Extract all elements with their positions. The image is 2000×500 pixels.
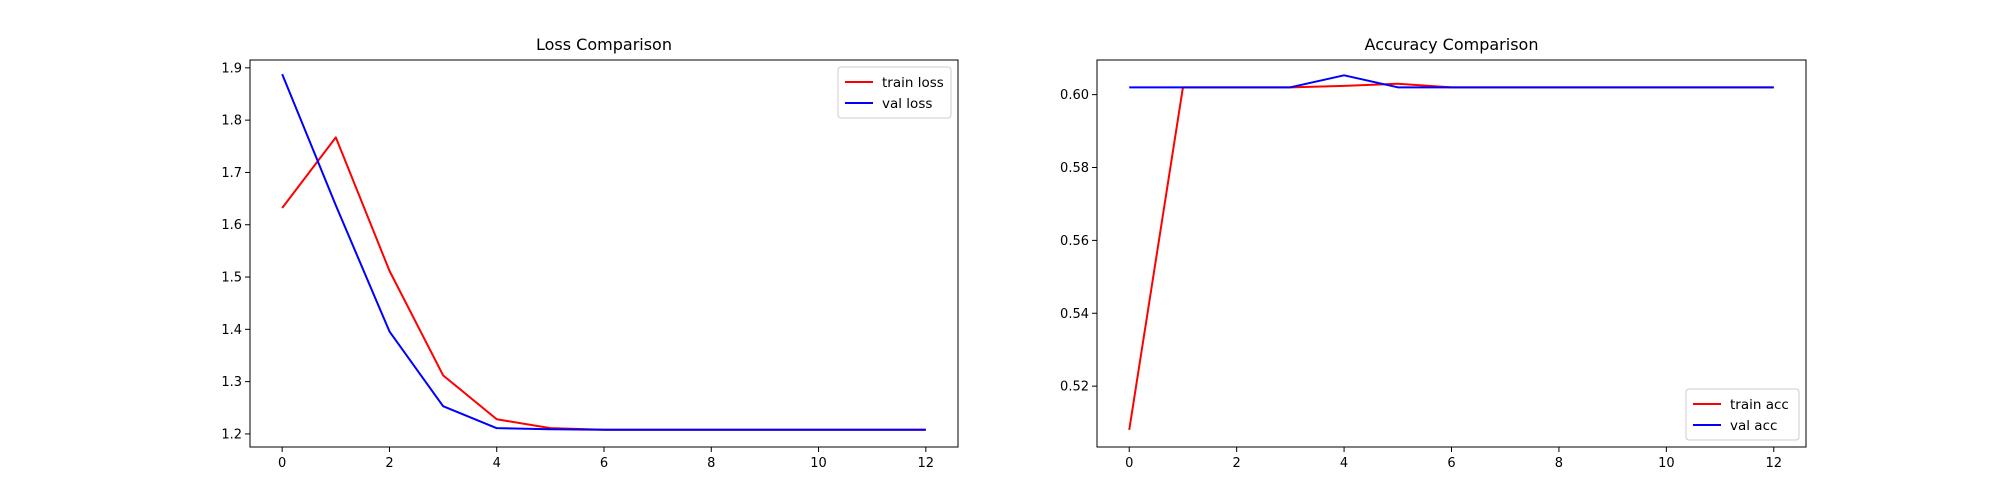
- x-tick-label: 2: [385, 456, 393, 471]
- accuracy-comparison-chart: Accuracy Comparison 0 2 4 6 8 10 12 0.52 0.54 0.56…: [1060, 35, 1807, 471]
- legend: train loss val loss: [837, 66, 952, 119]
- y-tick-label: 1.8: [221, 114, 242, 129]
- train-acc-line: [1128, 82, 1774, 431]
- x-tick-label: 0: [278, 456, 286, 471]
- x-tick-label: 8: [707, 456, 715, 471]
- legend-box: [1685, 388, 1800, 441]
- y-tick-label: 0.56: [1060, 234, 1089, 249]
- x-tick-label: 4: [493, 456, 501, 471]
- x-tick-label: 4: [1340, 456, 1348, 471]
- legend-label-train-loss: train loss: [882, 75, 944, 91]
- x-tick-label: 2: [1233, 456, 1241, 471]
- plot-area-frame: [249, 59, 959, 448]
- train-loss-line: [281, 136, 926, 431]
- legend-label-train-acc: train acc: [1730, 397, 1789, 413]
- y-tick-label: 0.52: [1060, 380, 1089, 395]
- loss-comparison-chart: Loss Comparison 0 2 4 6 8 10 12 1.2 1.3 1.4 1.5 1.6 1…: [221, 35, 959, 471]
- x-tick-label: 8: [1555, 456, 1563, 471]
- chart-title: Accuracy Comparison: [1365, 35, 1539, 54]
- y-tick-label: 1.4: [221, 323, 242, 338]
- x-tick-label: 12: [918, 456, 935, 471]
- plot-area-frame: [1096, 59, 1807, 448]
- y-tick-label: 1.5: [221, 271, 242, 286]
- chart-title: Loss Comparison: [536, 35, 672, 54]
- legend-label-val-acc: val acc: [1730, 418, 1777, 434]
- x-tick-label: 6: [1447, 456, 1455, 471]
- legend: train acc val acc: [1685, 388, 1800, 441]
- x-tick-label: 10: [810, 456, 827, 471]
- x-tick-label: 10: [1658, 456, 1675, 471]
- val-loss-line: [281, 73, 926, 431]
- legend-box: [837, 66, 952, 119]
- y-tick-label: 0.58: [1060, 161, 1089, 176]
- y-tick-label: 1.3: [221, 375, 242, 390]
- y-tick-label: 1.2: [221, 427, 242, 442]
- y-tick-label: 1.6: [221, 218, 242, 233]
- y-tick-label: 1.9: [221, 61, 242, 76]
- x-tick-label: 6: [600, 456, 608, 471]
- val-acc-line: [1129, 74, 1774, 89]
- y-tick-label: 0.54: [1060, 307, 1089, 322]
- x-tick-label: 12: [1765, 456, 1782, 471]
- y-tick-label: 0.60: [1060, 88, 1089, 103]
- x-tick-label: 0: [1125, 456, 1133, 471]
- y-tick-label: 1.7: [221, 166, 242, 181]
- legend-label-val-loss: val loss: [882, 96, 932, 112]
